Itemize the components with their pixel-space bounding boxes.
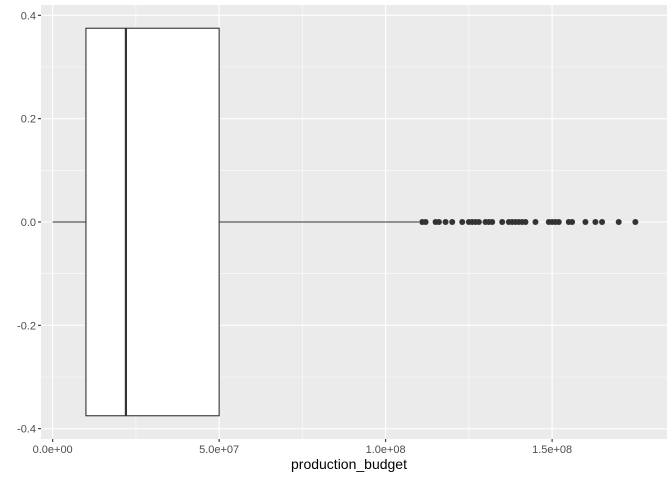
outlier-point (422, 219, 429, 225)
y-tick-label: -0.4 (17, 424, 36, 436)
outlier-points (419, 219, 639, 225)
outlier-point (522, 219, 529, 225)
outlier-point (475, 219, 482, 225)
outlier-point (615, 219, 622, 225)
x-tick-label: 0.0e+00 (33, 444, 73, 456)
outlier-point (632, 219, 639, 225)
outlier-point (555, 219, 562, 225)
outlier-point (599, 219, 606, 225)
y-axis-ticks: 0.4 0.2 0.0 -0.2 -0.4 (17, 10, 41, 436)
outlier-point (532, 219, 539, 225)
y-tick-label: 0.4 (21, 10, 36, 22)
y-tick-label: 0.0 (21, 217, 36, 229)
y-tick-label: -0.2 (17, 320, 36, 332)
interquartile-box (85, 27, 220, 417)
x-tick-label: 1.5e+08 (532, 444, 572, 456)
outlier-point (569, 219, 576, 225)
outlier-point (499, 219, 506, 225)
x-axis-title: production_budget (291, 456, 407, 472)
outlier-point (459, 219, 466, 225)
box-layer (52, 27, 419, 417)
outlier-point (435, 219, 442, 225)
x-tick-label: 1.0e+08 (366, 444, 406, 456)
outlier-point (489, 219, 496, 225)
outlier-point (449, 219, 456, 225)
outlier-point (582, 219, 589, 225)
x-tick-label: 5.0e+07 (199, 444, 239, 456)
y-tick-label: 0.2 (21, 114, 36, 126)
x-axis-ticks: 0.0e+00 5.0e+07 1.0e+08 1.5e+08 (33, 439, 572, 456)
outlier-point (592, 219, 599, 225)
outlier-point (442, 219, 449, 225)
